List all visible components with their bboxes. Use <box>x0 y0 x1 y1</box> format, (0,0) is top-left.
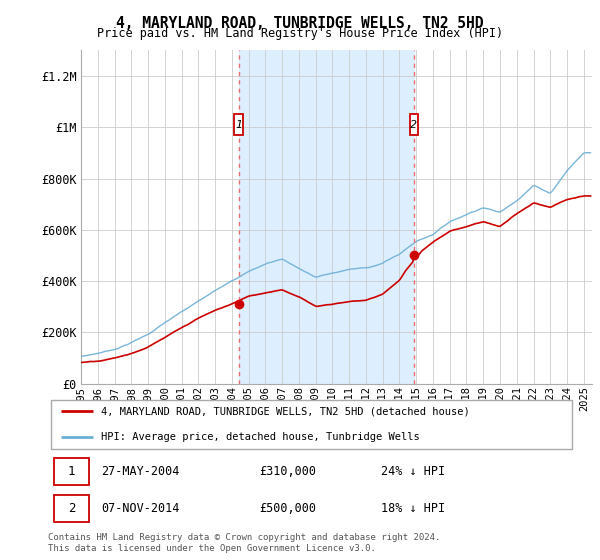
Text: £500,000: £500,000 <box>259 502 316 515</box>
Text: 24% ↓ HPI: 24% ↓ HPI <box>380 465 445 478</box>
Text: 4, MARYLAND ROAD, TUNBRIDGE WELLS, TN2 5HD: 4, MARYLAND ROAD, TUNBRIDGE WELLS, TN2 5… <box>116 16 484 31</box>
Text: 27-MAY-2004: 27-MAY-2004 <box>101 465 179 478</box>
Text: £310,000: £310,000 <box>259 465 316 478</box>
Text: 2: 2 <box>410 120 417 130</box>
FancyBboxPatch shape <box>50 400 572 449</box>
Text: Contains HM Land Registry data © Crown copyright and database right 2024.
This d: Contains HM Land Registry data © Crown c… <box>48 533 440 553</box>
Text: Price paid vs. HM Land Registry's House Price Index (HPI): Price paid vs. HM Land Registry's House … <box>97 27 503 40</box>
Text: 18% ↓ HPI: 18% ↓ HPI <box>380 502 445 515</box>
FancyBboxPatch shape <box>55 458 89 485</box>
FancyBboxPatch shape <box>235 114 243 135</box>
FancyBboxPatch shape <box>410 114 418 135</box>
Text: 1: 1 <box>68 465 75 478</box>
Text: 07-NOV-2014: 07-NOV-2014 <box>101 502 179 515</box>
Text: 4, MARYLAND ROAD, TUNBRIDGE WELLS, TN2 5HD (detached house): 4, MARYLAND ROAD, TUNBRIDGE WELLS, TN2 5… <box>101 407 470 417</box>
Text: 2: 2 <box>68 502 75 515</box>
Bar <box>239 50 413 384</box>
Text: 1: 1 <box>235 120 242 130</box>
FancyBboxPatch shape <box>55 495 89 522</box>
Text: HPI: Average price, detached house, Tunbridge Wells: HPI: Average price, detached house, Tunb… <box>101 432 419 442</box>
